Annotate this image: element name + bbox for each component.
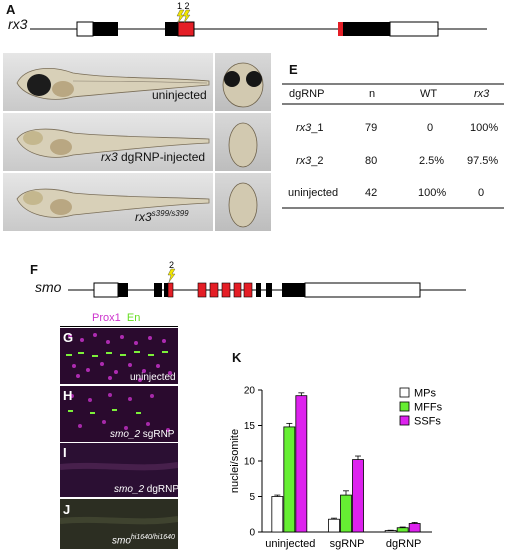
embryo-photo-mutant: [3, 173, 213, 231]
table-row-2-name: rx3_2: [296, 155, 324, 167]
y-tick-label: 5: [249, 492, 255, 503]
panel-label-h: H: [63, 388, 73, 403]
table-row-1-n: 79: [365, 122, 378, 134]
legend-swatch: [399, 415, 410, 426]
rx3-exon-3-target: [338, 22, 343, 36]
y-tick-label: 20: [244, 386, 256, 397]
table-header-rx3: rx3: [474, 88, 490, 100]
panel-label-i: I: [63, 445, 67, 460]
table-row-1-mut: 100%: [470, 122, 499, 134]
legend-label: MFFs: [414, 402, 443, 414]
stain-image-sgrnp: [60, 386, 178, 442]
embryo-photo-injected: [3, 113, 213, 171]
stain-header-rule: [60, 326, 178, 327]
table-row-3-n: 42: [365, 187, 378, 199]
table-row-1-name: rx3_1: [296, 122, 324, 134]
embryo-photo-uninjected: [3, 53, 213, 111]
embryo-head-photo-injected: [215, 113, 271, 171]
table-header-dgrnp: dgRNP: [289, 88, 325, 100]
bar-mps: [384, 530, 397, 533]
smo-gene-diagram: 2: [68, 260, 466, 298]
lightning-icon: [167, 268, 176, 283]
table-row-3-mut: 0: [478, 187, 485, 199]
x-tick-label: dgRNP: [386, 538, 421, 550]
rx3-gene-diagram: 1 2: [30, 1, 487, 37]
table-row-2-mut: 97.5%: [467, 155, 499, 167]
legend-swatch: [399, 401, 410, 412]
lightning-icon: [182, 9, 191, 24]
smo-gene-label: smo: [35, 279, 62, 295]
embryo-label-mutant: rx3s399/s399: [135, 209, 189, 224]
bar-mffs: [340, 494, 352, 533]
table-rules: [282, 83, 504, 209]
panel-label-f: F: [30, 262, 38, 277]
table-row-2-wt: 2.5%: [419, 155, 445, 167]
embryo-head-photo-mutant: [215, 173, 271, 231]
stain-label-uninjected: uninjected: [130, 372, 176, 383]
legend-label: SSFs: [414, 416, 441, 428]
embryo-label-uninjected: uninjected: [152, 88, 207, 102]
legend-label: MPs: [414, 388, 437, 400]
table-row-2-n: 80: [365, 155, 378, 167]
x-tick-label: sgRNP: [330, 538, 365, 550]
y-tick-label: 0: [249, 528, 255, 539]
panel-label-g: G: [63, 330, 74, 345]
rx3-exon-2-target: [177, 21, 195, 37]
panel-label-e: E: [289, 62, 298, 77]
rx3-exon-3-coding: [343, 22, 390, 36]
panel-label-k: K: [232, 350, 242, 365]
y-axis-label: nuclei/somite: [229, 429, 241, 493]
y-tick-label: 10: [244, 457, 256, 468]
stain-header: Prox1 En: [92, 312, 141, 324]
table-row-3-wt: 100%: [418, 187, 447, 199]
bar-chart: 0 5 10 15 20 nuclei/somite uninjected sgRNP dgRN…: [229, 386, 443, 551]
legend-swatch: [399, 387, 410, 398]
bar-mffs: [396, 527, 409, 533]
rx3-exon-2-coding: [165, 22, 178, 36]
stain-image-mutant: [60, 499, 178, 549]
bar-mps: [271, 496, 284, 533]
table-row-3-name: uninjected: [288, 187, 339, 199]
stain-label-mutant: smohi1640/hi1640: [112, 534, 175, 547]
bar-mffs: [283, 426, 296, 533]
stain-image-dgrnp: [60, 443, 178, 497]
lightning-icon: [176, 9, 185, 24]
stain-label-sgrnp: smo_2 sgRNP: [110, 429, 175, 440]
y-tick-label: 15: [244, 421, 256, 432]
rx3-gene-label: rx3: [8, 16, 28, 32]
bar-mps: [328, 518, 340, 533]
panel-label-a: A: [6, 2, 16, 17]
bar-ssfs: [408, 523, 421, 533]
smo-target-number: 2: [169, 260, 174, 270]
rx3-exon-1-coding: [93, 22, 118, 36]
embryo-head-photo-uninjected: [215, 53, 271, 111]
bar-ssfs: [352, 459, 364, 533]
rx3-utr-3: [389, 21, 439, 37]
stain-image-uninjected: [60, 328, 178, 384]
bar-ssfs: [295, 395, 308, 533]
embryo-label-injected: rx3 dgRNP-injected: [101, 150, 206, 164]
panel-label-j: J: [63, 502, 71, 517]
table-row-1-wt: 0: [427, 122, 434, 134]
rx3-utr-5: [76, 21, 94, 37]
table-header-wt: WT: [420, 88, 438, 100]
stain-label-dgrnp: smo_2 dgRNP: [114, 484, 180, 495]
table-header-n: n: [369, 88, 376, 100]
x-tick-label: uninjected: [265, 538, 315, 550]
rx3-target-numbers: 1 2: [177, 1, 190, 11]
